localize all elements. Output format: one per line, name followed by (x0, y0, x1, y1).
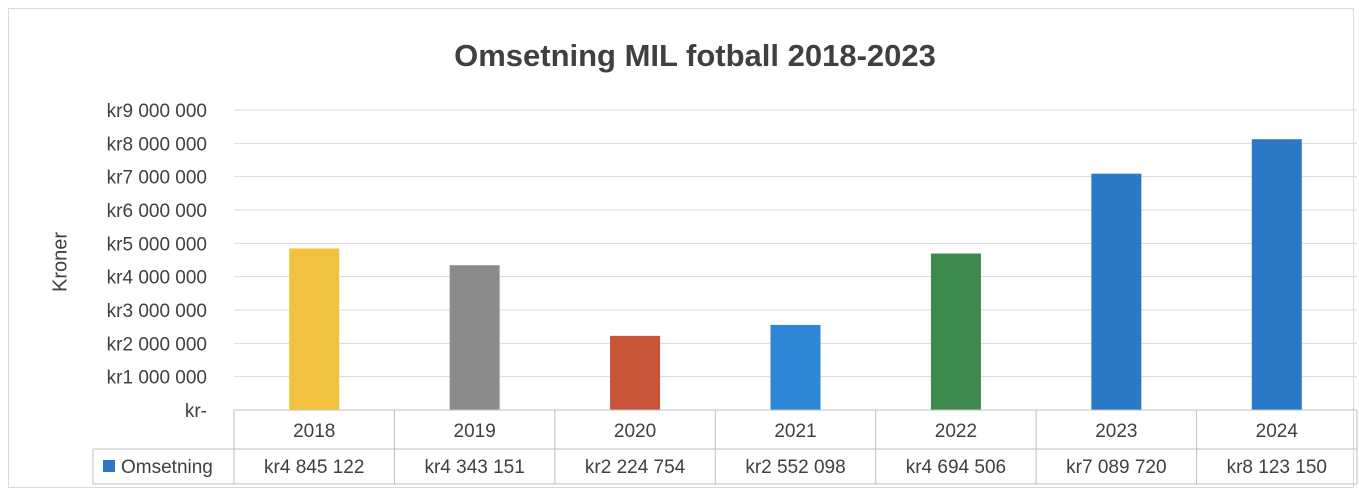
chart-title: Omsetning MIL fotball 2018-2023 (454, 38, 936, 73)
data-label: kr4 343 151 (424, 457, 524, 478)
x-tick-label: 2021 (774, 421, 816, 442)
data-label: kr4 694 506 (906, 457, 1006, 478)
x-tick-label: 2023 (1095, 421, 1137, 442)
gridlines (234, 109, 1357, 378)
data-label: kr2 552 098 (745, 457, 845, 478)
y-tick-labels: kr-kr1 000 000 kr2 000 000 kr3 000 000 kr4 … (107, 101, 207, 422)
x-tick-label: 2024 (1256, 421, 1299, 442)
y-tick-label: kr4 000 000 (107, 268, 207, 289)
bar-2024 (1251, 139, 1302, 410)
bars (289, 139, 1302, 410)
bar-2020 (610, 335, 661, 410)
y-tick-label: kr1 000 000 (107, 368, 207, 389)
y-tick-label: kr6 000 000 (107, 201, 207, 222)
y-tick-label: kr5 000 000 (107, 234, 207, 255)
data-label: kr8 123 150 (1227, 457, 1327, 478)
y-tick-label: kr- (185, 401, 207, 422)
data-label: kr4 845 122 (264, 457, 364, 478)
y-tick-label: kr9 000 000 (107, 101, 207, 122)
bar-2022 (930, 253, 981, 410)
data-label: kr7 089 720 (1066, 457, 1166, 478)
x-tick-label: 2019 (454, 421, 496, 442)
x-tick-label: 2020 (614, 421, 656, 442)
bar-2019 (449, 265, 500, 410)
y-tick-label: kr7 000 000 (107, 168, 207, 189)
y-tick-label: kr8 000 000 (107, 134, 207, 155)
x-tick-label: 2018 (293, 421, 335, 442)
bar-2023 (1091, 173, 1142, 410)
bar-2018 (289, 248, 340, 410)
legend-key (103, 460, 115, 472)
y-tick-label: kr3 000 000 (107, 301, 207, 322)
x-tick-label: 2022 (935, 421, 977, 442)
data-table: 2018 2019 2020 2021 2022 2023 2024 Omsetning kr4… (92, 409, 1358, 485)
chart-frame (8, 8, 1354, 488)
y-tick-label: kr2 000 000 (107, 334, 207, 355)
bar-2021 (770, 324, 821, 410)
legend-label: Omsetning (121, 457, 213, 478)
data-label: kr2 224 754 (585, 457, 686, 478)
